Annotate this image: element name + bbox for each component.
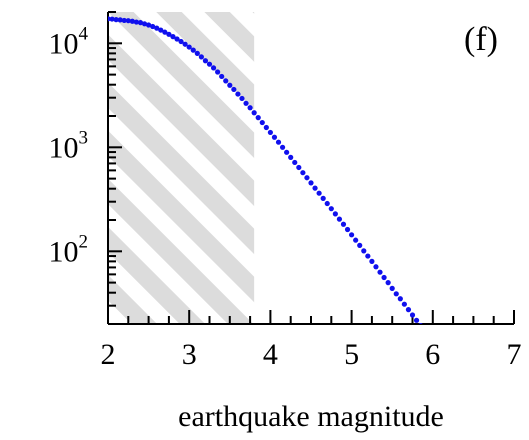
data-point	[150, 23, 156, 30]
data-point	[109, 16, 115, 22]
data-point	[158, 27, 164, 33]
data-point	[275, 139, 282, 145]
data-point	[259, 119, 265, 126]
data-point	[292, 159, 298, 166]
data-point	[344, 226, 351, 233]
data-series	[108, 16, 427, 333]
data-point	[373, 264, 379, 270]
data-point	[121, 17, 127, 24]
panel-label: (f)	[464, 21, 498, 58]
data-point	[170, 34, 176, 40]
x-tick-label: 2	[101, 338, 116, 371]
data-point	[357, 242, 363, 248]
data-point	[405, 307, 412, 313]
axes	[107, 11, 515, 325]
data-point	[255, 115, 261, 121]
shaded-region	[108, 12, 255, 324]
data-point	[231, 86, 237, 93]
data-point	[129, 18, 135, 24]
data-point	[215, 69, 221, 75]
x-tick-label: 4	[263, 338, 278, 371]
data-point	[304, 175, 310, 181]
data-point	[210, 65, 217, 71]
data-point	[251, 110, 257, 116]
data-point	[133, 19, 140, 25]
data-point	[146, 22, 152, 28]
data-point	[385, 280, 391, 286]
data-point	[162, 29, 168, 35]
data-point	[186, 44, 192, 50]
data-point	[154, 25, 160, 31]
data-point	[137, 20, 144, 26]
data-point	[206, 61, 213, 67]
data-point	[353, 237, 359, 243]
data-point	[320, 195, 326, 201]
data-point	[300, 170, 306, 176]
data-point	[247, 105, 253, 111]
data-point	[422, 328, 427, 333]
x-tick-label: 7	[507, 338, 522, 371]
data-point	[267, 129, 273, 136]
hatched-region-rect	[108, 12, 255, 324]
data-point	[324, 200, 330, 207]
data-point	[336, 216, 343, 222]
data-point	[381, 274, 387, 281]
data-point	[397, 296, 403, 302]
data-point	[198, 54, 204, 60]
data-point	[312, 185, 318, 191]
data-point	[316, 190, 322, 196]
data-point	[113, 17, 119, 23]
data-point	[369, 258, 375, 264]
x-axis-title: earthquake magnitude	[178, 400, 444, 433]
data-point	[296, 164, 302, 171]
data-point	[365, 253, 371, 259]
data-point	[271, 134, 278, 140]
data-point	[401, 301, 407, 307]
data-point	[349, 232, 355, 238]
y-tick-label: 104	[49, 23, 89, 60]
data-point	[263, 124, 269, 131]
data-point	[239, 95, 245, 102]
data-point	[288, 154, 294, 160]
data-point	[284, 149, 290, 155]
data-point	[202, 58, 209, 64]
data-point	[393, 291, 399, 297]
data-point	[223, 78, 229, 84]
data-point	[182, 41, 188, 47]
data-point	[340, 221, 347, 227]
data-point	[194, 50, 200, 56]
data-point	[243, 100, 249, 106]
data-point	[178, 38, 184, 45]
y-tick-label: 102	[49, 231, 89, 268]
data-point	[235, 91, 241, 97]
data-point	[279, 144, 286, 150]
x-tick-label: 6	[425, 338, 440, 371]
data-point	[174, 36, 180, 42]
data-point	[166, 31, 172, 37]
data-point	[308, 180, 314, 186]
x-tick-label: 5	[344, 338, 359, 371]
data-point	[361, 248, 367, 254]
x-tick-label: 3	[182, 338, 197, 371]
data-point	[418, 323, 423, 324]
tick-labels: 2 3 4 5 6 7 102 103 104	[49, 23, 522, 371]
data-point	[219, 73, 225, 80]
data-point	[141, 21, 148, 27]
data-point	[409, 312, 416, 318]
y-tick-label: 103	[49, 127, 89, 164]
data-point	[328, 206, 334, 212]
data-point	[227, 82, 233, 88]
data-point	[125, 18, 131, 24]
data-point	[332, 211, 338, 217]
data-point	[413, 317, 420, 323]
data-point	[389, 285, 395, 291]
data-point	[377, 269, 383, 275]
data-point	[117, 17, 123, 23]
data-point	[190, 47, 196, 53]
